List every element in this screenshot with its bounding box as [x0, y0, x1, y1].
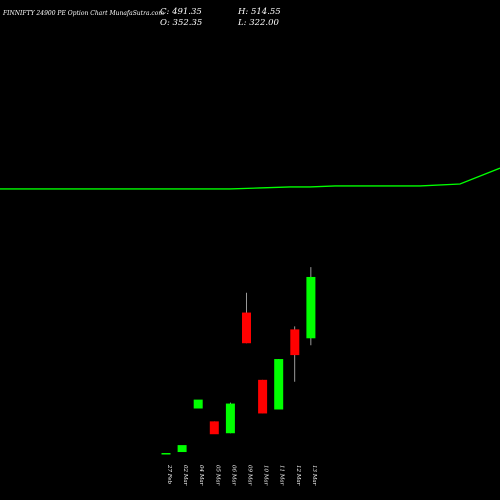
close-value: C: 491.35 — [160, 7, 202, 17]
x-tick-label: 09 Mar — [247, 465, 253, 486]
candle-body — [177, 445, 187, 453]
candle-body — [258, 379, 268, 414]
low-value: L: 322.00 — [238, 18, 279, 28]
average-line — [0, 167, 500, 190]
x-tick-label: 13 Mar — [311, 465, 317, 486]
chart-title: FINNIFTY 24900 PE Option Chart MunafaSut… — [3, 10, 165, 17]
x-tick-label: 27 Feb — [166, 464, 172, 485]
x-tick-label: 06 Mar — [230, 465, 236, 486]
candle-body — [161, 453, 171, 455]
x-tick-label: 12 Mar — [295, 465, 301, 486]
x-tick-label: 02 Mar — [182, 465, 188, 486]
candle-body — [290, 329, 300, 356]
x-tick-label: 11 Mar — [279, 465, 285, 486]
x-tick-label: 05 Mar — [214, 465, 220, 486]
candle-body — [274, 359, 284, 410]
candle-body — [193, 399, 203, 409]
x-tick-label: 10 Mar — [263, 465, 269, 486]
open-value: O: 352.35 — [160, 18, 203, 28]
candle-body — [209, 421, 219, 435]
x-tick-label: 04 Mar — [198, 465, 204, 486]
candle-body — [306, 276, 316, 339]
candle-body — [225, 403, 235, 434]
high-value: H: 514.55 — [238, 7, 281, 17]
candle-body — [242, 312, 251, 344]
